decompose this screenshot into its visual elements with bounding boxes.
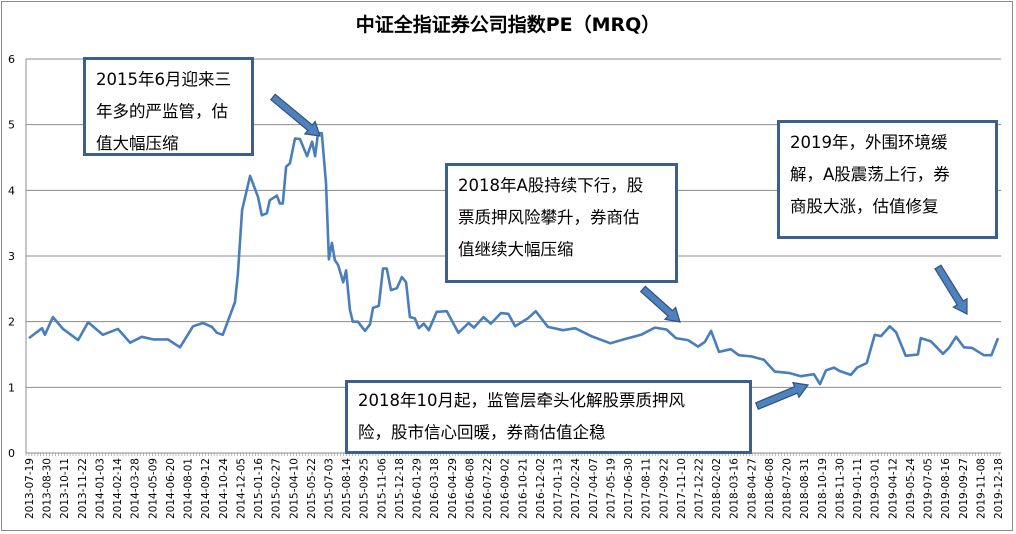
x-tick-label: 2017-01-13 bbox=[553, 458, 565, 519]
x-tick-label: 2017-08-11 bbox=[641, 458, 653, 519]
x-tick-label: 2017-05-19 bbox=[605, 458, 617, 519]
x-tick-label: 2015-02-27 bbox=[271, 458, 283, 519]
x-tick-label: 2013-11-22 bbox=[77, 458, 89, 519]
x-tick-label: 2017-06-30 bbox=[623, 458, 635, 519]
annotation-2015-regulation: 2015年6月迎来三 年多的严监管，估 值大幅压缩 bbox=[83, 57, 254, 156]
x-tick-label: 2016-07-22 bbox=[482, 458, 494, 519]
x-tick-label: 2017-02-24 bbox=[570, 458, 582, 519]
x-tick-label: 2019-05-24 bbox=[905, 458, 917, 519]
x-tick-label: 2018-02-02 bbox=[711, 458, 723, 519]
x-tick-label: 2018-10-19 bbox=[817, 458, 829, 519]
chart-title: 中证全指证券公司指数PE（MRQ） bbox=[355, 14, 661, 36]
x-tick-label: 2018-04-27 bbox=[746, 458, 758, 519]
x-tick-label: 2019-12-18 bbox=[993, 458, 1005, 519]
annotation-2018-10-stabilize: 2018年10月起，监管层牵头化解股票质押风 险，股市信心回暖，券商估值企稳 bbox=[345, 380, 752, 454]
annotation-line: 2018年10月起，监管层牵头化解股票质押风 bbox=[358, 391, 685, 410]
annotation-line: 年多的严监管，估 bbox=[96, 102, 228, 121]
x-tick-label: 2018-08-31 bbox=[799, 458, 811, 519]
pe-series-line bbox=[28, 131, 1000, 386]
annotation-2018-decline: 2018年A股持续下行，股 票质押风险攀升，券商估 值继续大幅压缩 bbox=[445, 163, 678, 283]
x-tick-label: 2015-05-22 bbox=[306, 458, 318, 519]
x-tick-label: 2019-07-05 bbox=[923, 458, 935, 519]
y-tick-label: 2 bbox=[8, 316, 15, 329]
annotation-line: 2015年6月迎来三 bbox=[96, 70, 231, 89]
annotation-2019-recovery: 2019年，外围环境缓 解，A股震荡上行，券 商股大涨，估值修复 bbox=[777, 120, 998, 239]
x-tick-label: 2016-03-18 bbox=[429, 458, 441, 519]
x-tick-label: 2015-07-03 bbox=[324, 458, 336, 519]
x-tick-label: 2016-04-29 bbox=[447, 458, 459, 519]
x-tick-label: 2015-09-25 bbox=[359, 458, 371, 519]
x-tick-label: 2015-08-14 bbox=[341, 458, 353, 519]
x-tick-label: 2013-07-19 bbox=[24, 458, 36, 519]
x-tick-label: 2018-11-30 bbox=[834, 458, 846, 519]
x-tick-label: 2015-04-10 bbox=[288, 458, 300, 519]
arrow-icon bbox=[754, 381, 810, 410]
arrow-icon bbox=[639, 285, 681, 323]
x-tick-label: 2016-10-21 bbox=[517, 458, 529, 519]
x-tick-label: 2014-09-12 bbox=[200, 458, 212, 519]
y-tick-label: 5 bbox=[8, 119, 15, 132]
x-tick-label: 2014-12-05 bbox=[235, 458, 247, 519]
x-tick-label: 2014-02-14 bbox=[112, 458, 124, 519]
x-tick-label: 2014-03-28 bbox=[130, 458, 142, 519]
x-tick-label: 2016-12-02 bbox=[535, 458, 547, 519]
annotation-line: 解，A股震荡上行，券 bbox=[790, 165, 950, 184]
annotation-line: 险，股市信心回暖，券商估值企稳 bbox=[358, 423, 606, 442]
x-tick-label: 2017-09-22 bbox=[658, 458, 670, 519]
annotation-line: 票质押风险攀升，券商估 bbox=[458, 208, 640, 227]
x-tick-label: 2019-09-27 bbox=[958, 458, 970, 519]
y-tick-label: 4 bbox=[8, 184, 15, 197]
x-tick-label: 2019-01-11 bbox=[852, 458, 864, 519]
x-tick-label: 2016-01-29 bbox=[412, 458, 424, 519]
annotation-line: 值大幅压缩 bbox=[96, 134, 179, 153]
x-tick-label: 2017-11-10 bbox=[676, 458, 688, 519]
y-tick-label: 6 bbox=[8, 53, 15, 66]
annotation-line: 2018年A股持续下行，股 bbox=[458, 176, 644, 195]
annotation-line: 2019年，外围环境缓 bbox=[790, 133, 948, 152]
x-tick-label: 2013-10-11 bbox=[59, 458, 71, 519]
x-tick-label: 2014-08-01 bbox=[183, 458, 195, 519]
x-tick-label: 2016-06-08 bbox=[464, 458, 476, 519]
x-tick-label: 2013-08-30 bbox=[42, 458, 54, 519]
arrow-icon bbox=[269, 93, 321, 137]
x-tick-label: 2019-03-01 bbox=[870, 458, 882, 519]
x-tick-label: 2018-07-20 bbox=[782, 458, 794, 519]
x-tick-label: 2017-04-07 bbox=[588, 458, 600, 519]
x-tick-label: 2014-06-20 bbox=[165, 458, 177, 519]
x-tick-label: 2017-12-22 bbox=[693, 458, 705, 519]
annotation-line: 值继续大幅压缩 bbox=[458, 240, 574, 259]
x-tick-label: 2014-10-24 bbox=[218, 458, 230, 519]
x-tick-label: 2015-01-16 bbox=[253, 458, 265, 519]
x-tick-label: 2015-12-18 bbox=[394, 458, 406, 519]
x-tick-label: 2014-01-03 bbox=[94, 458, 106, 519]
x-tick-label: 2019-08-16 bbox=[940, 458, 952, 519]
y-tick-label: 0 bbox=[8, 447, 15, 460]
x-tick-label: 2014-05-09 bbox=[147, 458, 159, 519]
x-tick-label: 2019-11-08 bbox=[975, 458, 987, 519]
x-tick-label: 2019-04-12 bbox=[887, 458, 899, 519]
y-tick-label: 1 bbox=[8, 381, 15, 394]
x-tick-label: 2016-09-02 bbox=[500, 458, 512, 519]
y-tick-label: 3 bbox=[8, 250, 15, 263]
arrow-icon bbox=[934, 264, 968, 315]
x-tick-label: 2018-06-08 bbox=[764, 458, 776, 519]
x-tick-label: 2018-03-16 bbox=[729, 458, 741, 519]
annotation-line: 商股大涨，估值修复 bbox=[790, 197, 939, 216]
x-tick-label: 2015-11-06 bbox=[376, 458, 388, 519]
